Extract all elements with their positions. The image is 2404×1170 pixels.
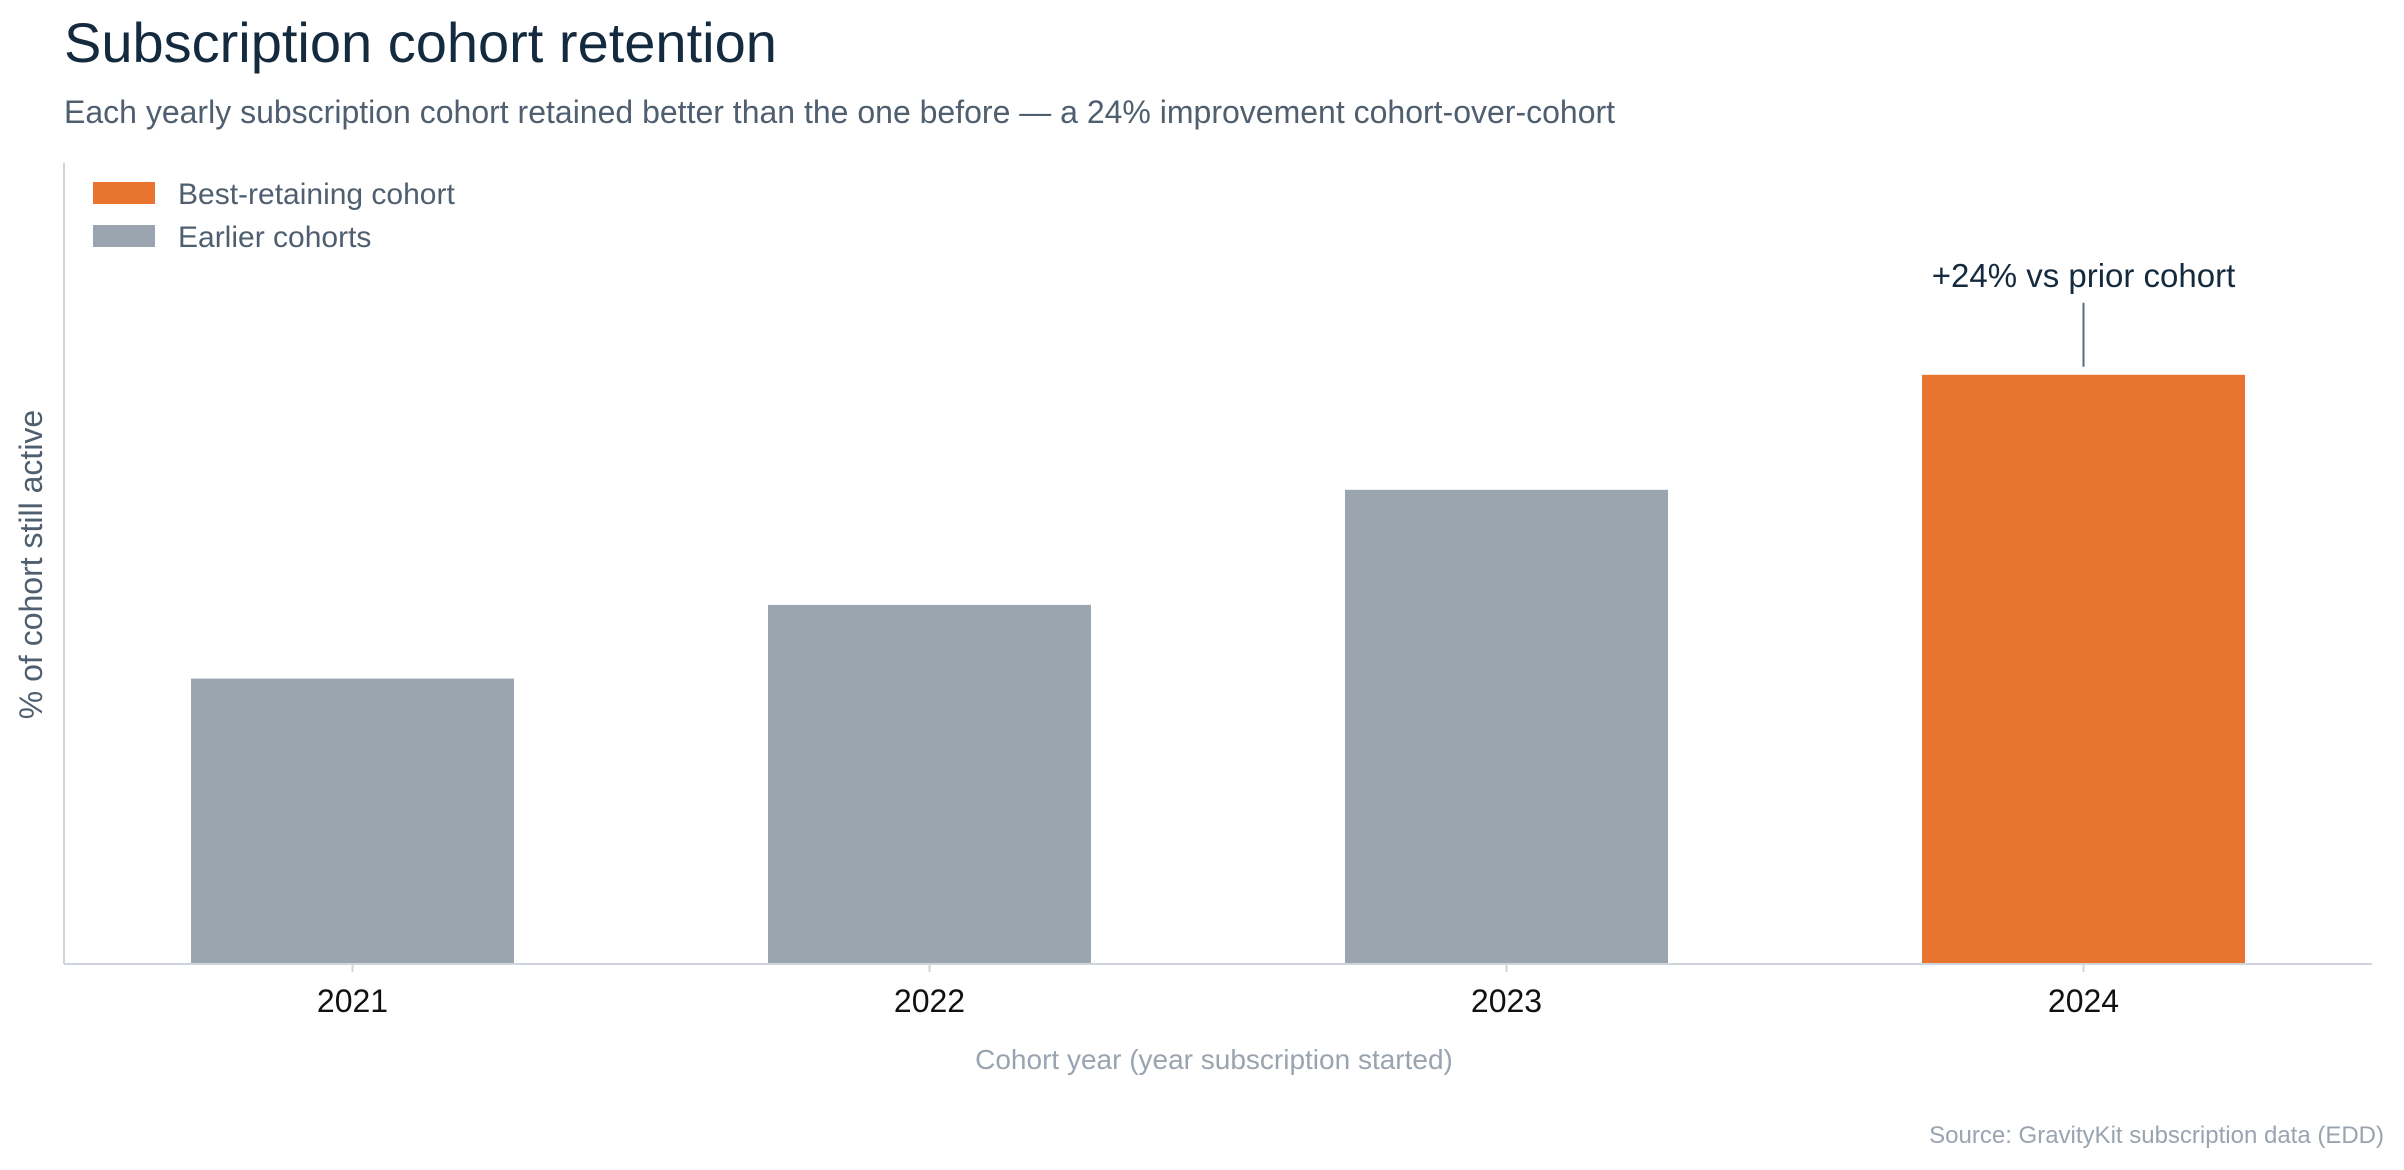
x-tick-label-2021: 2021 <box>317 983 388 1019</box>
y-axis-label: % of cohort still active <box>13 410 49 719</box>
legend-label-1: Earlier cohorts <box>178 221 371 254</box>
bar-2024 <box>1922 374 2245 964</box>
bar-2022 <box>768 604 1091 964</box>
bar-2021 <box>191 678 514 964</box>
legend-swatch-1 <box>93 225 155 247</box>
chart-subtitle: Each yearly subscription cohort retained… <box>64 94 1616 130</box>
x-tick-label-2024: 2024 <box>2048 983 2119 1019</box>
chart-title: Subscription cohort retention <box>64 11 777 74</box>
x-axis-label: Cohort year (year subscription started) <box>975 1044 1453 1075</box>
x-tick-label-2022: 2022 <box>894 983 965 1019</box>
x-tick-label-2023: 2023 <box>1471 983 1542 1019</box>
annotation-label: +24% vs prior cohort <box>1932 257 2236 294</box>
legend-label-0: Best-retaining cohort <box>178 178 455 211</box>
legend-swatch-0 <box>93 182 155 204</box>
bar-2023 <box>1345 489 1668 964</box>
source-note: Source: GravityKit subscription data (ED… <box>1929 1122 2384 1149</box>
